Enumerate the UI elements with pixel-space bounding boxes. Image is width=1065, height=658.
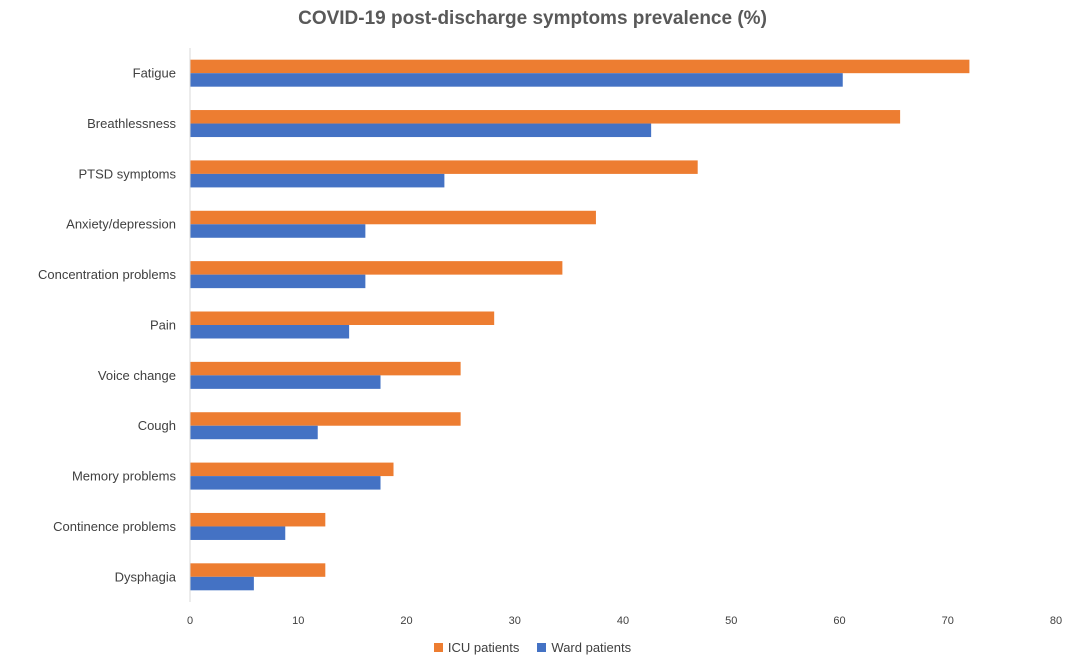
- bar-ward: [190, 325, 350, 339]
- bar-icu: [190, 462, 394, 477]
- legend-swatch-icu: [433, 643, 443, 652]
- bar-icu: [190, 59, 970, 74]
- bar-icu: [190, 261, 563, 275]
- x-tick-label: 70: [942, 615, 954, 627]
- bar-icu: [190, 563, 326, 577]
- bar-ward: [190, 425, 318, 440]
- category-label: Pain: [150, 317, 176, 332]
- legend-item-ward: Ward patients: [537, 640, 631, 655]
- bar-ward: [190, 123, 652, 138]
- category-label: Memory problems: [72, 469, 177, 484]
- chart-legend: ICU patients Ward patients: [0, 640, 1065, 655]
- legend-label-icu: ICU patients: [447, 640, 520, 655]
- bar-icu: [190, 412, 461, 426]
- category-label: PTSD symptoms: [78, 166, 176, 181]
- bar-ward: [190, 375, 381, 389]
- bar-ward: [190, 274, 366, 289]
- category-label: Breathlessness: [87, 116, 176, 131]
- bars-layer: [190, 59, 970, 591]
- x-tick-label: 10: [292, 615, 304, 627]
- category-label: Voice change: [98, 368, 176, 383]
- x-tick-label: 80: [1050, 615, 1062, 627]
- legend-swatch-ward: [537, 643, 547, 652]
- legend-label-ward: Ward patients: [551, 640, 632, 655]
- x-tick-label: 60: [833, 615, 845, 627]
- bar-icu: [190, 160, 698, 174]
- labels-layer: Fatigue Breathlessness PTSD symptoms Anxiet…: [38, 66, 1062, 627]
- x-tick-label: 50: [725, 615, 737, 627]
- bar-ward: [190, 224, 366, 238]
- category-label: Continence problems: [53, 519, 176, 534]
- bar-ward: [190, 476, 381, 490]
- legend-item-icu: ICU patients: [433, 640, 520, 655]
- category-label: Concentration problems: [38, 267, 177, 282]
- bar-ward: [190, 526, 286, 540]
- category-label: Dysphagia: [115, 569, 177, 584]
- category-label: Fatigue: [133, 66, 176, 81]
- bar-ward: [190, 576, 254, 591]
- bar-icu: [190, 110, 901, 124]
- bar-icu: [190, 210, 596, 225]
- x-tick-label: 0: [187, 615, 193, 627]
- bar-ward: [190, 73, 843, 87]
- chart-title: COVID-19 post-discharge symptoms prevale…: [298, 8, 767, 29]
- category-label: Anxiety/depression: [66, 217, 176, 232]
- bar-icu: [190, 311, 495, 325]
- category-label: Cough: [138, 418, 176, 433]
- x-tick-label: 40: [617, 615, 629, 627]
- bar-ward: [190, 173, 445, 188]
- x-tick-label: 30: [509, 615, 521, 627]
- x-tick-label: 20: [400, 615, 412, 627]
- bar-icu: [190, 361, 461, 376]
- bar-chart: Fatigue Breathlessness PTSD symptoms Anxiet…: [38, 48, 1062, 627]
- bar-icu: [190, 512, 326, 527]
